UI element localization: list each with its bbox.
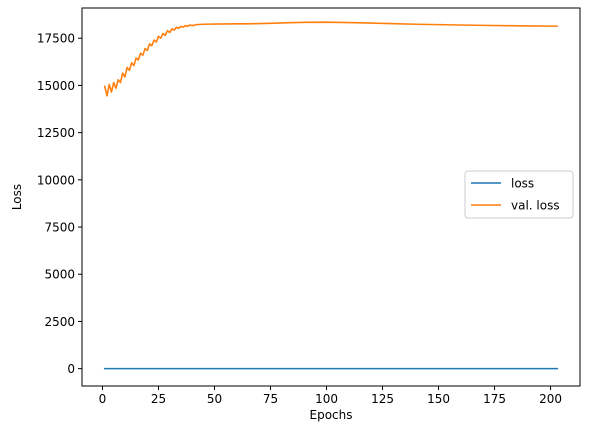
y-axis: 0 2500 5000 7500 10000 12500 15000 17500 xyxy=(37,32,82,376)
y-tick-label: 15000 xyxy=(37,79,75,93)
series-layer xyxy=(103,21,559,370)
y-tick-label: 7500 xyxy=(44,221,75,235)
x-axis-label: Epochs xyxy=(310,408,353,422)
series-line-val-loss xyxy=(103,21,559,97)
legend-label-val-loss: val. loss xyxy=(511,199,560,213)
x-tick-label: 150 xyxy=(427,392,450,406)
y-tick-label: 10000 xyxy=(37,173,75,187)
y-tick-label: 5000 xyxy=(44,268,75,282)
y-axis-label: Loss xyxy=(10,184,24,210)
x-tick-label: 50 xyxy=(207,392,222,406)
y-tick-label: 0 xyxy=(67,362,75,376)
x-tick-label: 0 xyxy=(99,392,107,406)
y-tick-label: 17500 xyxy=(37,32,75,46)
plot-frame xyxy=(81,7,581,387)
x-tick-label: 25 xyxy=(151,392,166,406)
x-tick-label: 200 xyxy=(539,392,562,406)
x-tick-label: 100 xyxy=(315,392,338,406)
y-tick-label: 2500 xyxy=(44,315,75,329)
y-tick-label: 12500 xyxy=(37,126,75,140)
x-axis: 0 25 50 75 100 125 150 175 200 xyxy=(99,386,562,406)
x-tick-label: 75 xyxy=(263,392,278,406)
x-tick-label: 175 xyxy=(483,392,506,406)
x-tick-label: 125 xyxy=(371,392,394,406)
legend: loss val. loss xyxy=(464,170,574,219)
legend-label-loss: loss xyxy=(511,177,534,191)
